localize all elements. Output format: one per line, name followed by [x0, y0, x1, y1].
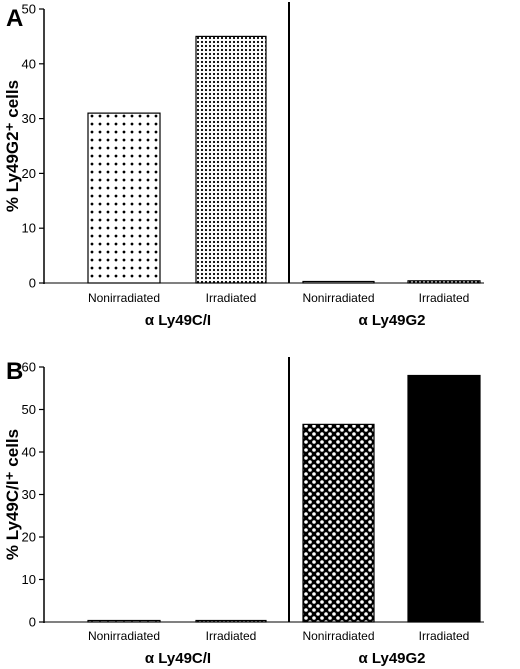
- y-tick-label: 0: [29, 276, 36, 291]
- bar: [407, 374, 481, 623]
- bar: [407, 280, 481, 284]
- group-label: α Ly49C/I: [145, 312, 211, 329]
- category-label: Irradiated: [206, 291, 257, 305]
- bar: [302, 280, 375, 284]
- group-label: α Ly49C/I: [145, 650, 211, 667]
- panel-letter: A: [6, 5, 23, 32]
- group-label: α Ly49G2: [358, 650, 425, 667]
- category-label: Nonirradiated: [88, 629, 160, 643]
- bar: [87, 619, 161, 623]
- y-axis-label: % Ly49C/I⁺ cells: [3, 429, 22, 560]
- y-tick-label: 50: [22, 2, 36, 17]
- panel-letter: B: [6, 358, 23, 385]
- y-tick-label: 60: [22, 360, 36, 375]
- category-label: Nonirradiated: [302, 291, 374, 305]
- y-tick-label: 50: [22, 402, 36, 417]
- y-tick-label: 0: [29, 615, 36, 630]
- category-label: Nonirradiated: [88, 291, 160, 305]
- bar: [195, 619, 267, 623]
- bar: [195, 35, 267, 284]
- category-label: Nonirradiated: [302, 629, 374, 643]
- y-tick-label: 10: [22, 572, 36, 587]
- y-tick-label: 40: [22, 56, 36, 71]
- panel-a-chart: A 0 10 20 30 40 50 % Ly49G2⁺ cells Nonirradiated…: [3, 2, 484, 329]
- category-label: Irradiated: [419, 291, 470, 305]
- bar: [302, 423, 375, 623]
- y-tick-label: 20: [22, 166, 36, 181]
- y-tick-label: 30: [22, 111, 36, 126]
- category-label: Irradiated: [419, 629, 470, 643]
- y-tick-label: 40: [22, 445, 36, 460]
- category-label: Irradiated: [206, 629, 257, 643]
- y-tick-label: 20: [22, 530, 36, 545]
- y-tick-label: 10: [22, 221, 36, 236]
- bar: [87, 112, 161, 284]
- group-label: α Ly49G2: [358, 312, 425, 329]
- panel-b-chart: B 0 10 20 30 40 50 60 % Ly49C/I⁺ cells Nonirradia…: [3, 357, 484, 667]
- y-axis-label: % Ly49G2⁺ cells: [3, 80, 22, 212]
- y-tick-label: 30: [22, 487, 36, 502]
